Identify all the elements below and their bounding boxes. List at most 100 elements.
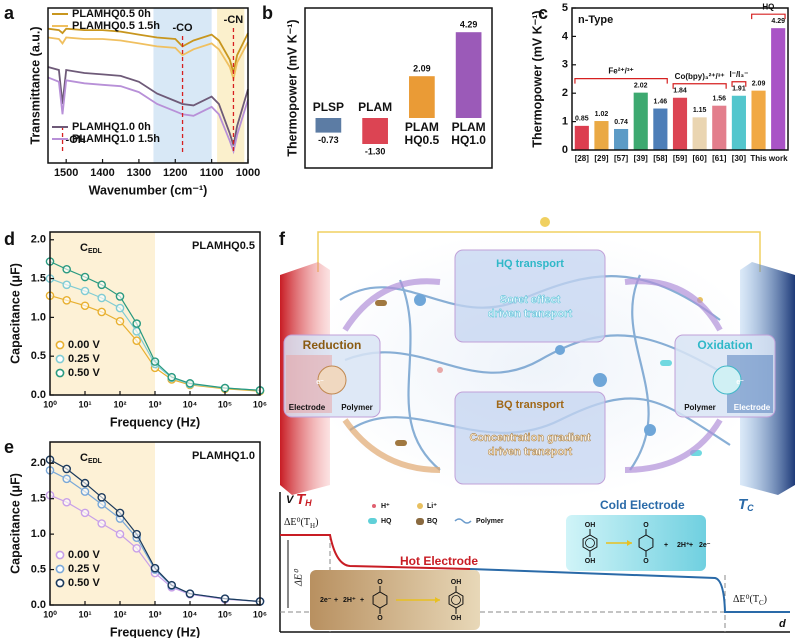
arrow-head — [435, 597, 440, 603]
series-line — [47, 66, 249, 146]
bq-transport-text: Concentration gradient — [469, 432, 590, 444]
cold-potential-line — [469, 568, 790, 613]
chart-panel: a Transmittance (a.u.) Wavenumber (cm⁻¹) -O… — [4, 3, 260, 198]
reaction-term: 2e⁻ — [699, 542, 711, 549]
legend-marker — [368, 518, 377, 524]
value-label: 1.56 — [712, 96, 726, 103]
y-tick-label: 0.0 — [31, 389, 46, 401]
value-label: 1.02 — [595, 111, 609, 118]
plot-frame — [47, 7, 249, 164]
group-bracket — [574, 78, 668, 84]
region-label: CEDL — [80, 452, 103, 465]
temp-subscript: H — [305, 498, 312, 508]
legend-marker — [55, 550, 65, 560]
group-label: O — [377, 615, 383, 622]
y-tick-label: 1.5 — [31, 493, 46, 505]
category-label: PLAM — [452, 120, 486, 134]
cold-potential-label: ΔE⁰(TC) — [733, 594, 767, 606]
x-tick-label: 10³ — [148, 609, 161, 619]
x-tick-label: 10² — [113, 399, 126, 409]
value-label: 1.46 — [654, 98, 668, 105]
bar — [633, 92, 648, 150]
y-tick-label: 0 — [562, 144, 568, 156]
data-point — [62, 497, 71, 507]
legend-label: H⁺ — [381, 503, 390, 510]
x-tick-label: 10⁶ — [253, 609, 267, 619]
annotation-label: -OH — [66, 134, 86, 146]
potential-main: ΔE⁰(T — [284, 517, 310, 528]
y-tick-label: 3 — [562, 59, 568, 71]
category-label: PLAM — [405, 120, 439, 134]
data-point — [132, 319, 141, 328]
hq-transport-text: Soret effect — [500, 294, 561, 306]
x-axis-label: Frequency (Hz) — [110, 625, 200, 638]
value-label: 2.09 — [752, 80, 766, 87]
polymer-label: Polymer — [684, 403, 716, 412]
diagram-f: HQ transport Soret effect driven transpo… — [279, 217, 795, 633]
annotation-label: -CN — [224, 14, 244, 26]
molecule: OO — [372, 579, 388, 622]
y-axis-label: Capacitance (μF) — [8, 263, 22, 364]
y-tick-label: 1 — [562, 116, 568, 128]
arrow-head — [627, 540, 632, 546]
data-point — [115, 508, 125, 518]
y-tick-label: 4 — [562, 30, 569, 42]
panel-label: f — [279, 229, 286, 249]
data-point — [132, 529, 141, 539]
bar — [455, 32, 482, 119]
data-point — [132, 544, 141, 553]
bar — [614, 128, 629, 150]
legend-marker — [454, 518, 472, 524]
panel-label: c — [538, 3, 548, 23]
ion — [593, 373, 607, 387]
reaction-zone — [712, 365, 742, 395]
y-tick-label: 0.0 — [31, 599, 46, 611]
plot-frame — [304, 7, 493, 169]
bq-molecule — [375, 300, 387, 306]
chart-annotation: n-Type — [578, 14, 613, 26]
bar — [653, 108, 668, 150]
annotation-label: -CO — [172, 22, 193, 34]
series-line — [47, 27, 249, 74]
bq-transport-title: BQ transport — [496, 399, 564, 411]
bar — [315, 118, 342, 133]
value-label: -1.30 — [365, 146, 386, 156]
data-point — [115, 529, 125, 539]
reaction-term: + — [360, 597, 364, 604]
bq-transport-box — [454, 391, 606, 485]
value-label: 4.29 — [771, 18, 785, 25]
shaded-region — [217, 8, 245, 163]
data-point — [80, 286, 90, 296]
legend-label: 0.50 V — [68, 577, 100, 589]
hot-potential-line — [280, 534, 471, 570]
legend-label: PLAMHQ1.0 1.5h — [72, 133, 160, 145]
group-label: OH — [451, 579, 462, 586]
chart-panel: d Capacitance (μF) Frequency (Hz) 10⁰ 10¹ 10²… — [4, 229, 267, 430]
molecule: OH OH — [582, 522, 598, 565]
bar — [751, 90, 766, 150]
reaction-term: + — [334, 597, 338, 604]
hq-transport-title: HQ transport — [496, 258, 564, 270]
legend-label: HQ — [381, 518, 392, 525]
x-tick-label: 1500 — [54, 167, 78, 179]
data-point — [167, 372, 176, 382]
hq-transport-box — [454, 249, 606, 343]
molecule: OO — [638, 522, 654, 565]
value-label: 4.29 — [460, 20, 478, 30]
label-sub: EDL — [88, 458, 103, 465]
ion — [437, 367, 443, 373]
data-point — [185, 379, 195, 388]
bar — [409, 76, 435, 118]
reaction-term: 2H⁺ — [677, 542, 690, 549]
panel-label: d — [4, 229, 15, 249]
group-label: OH — [451, 615, 462, 622]
reaction-term: + — [689, 542, 693, 549]
x-tick-label: 10¹ — [78, 399, 91, 409]
value-label: 1.84 — [673, 88, 687, 95]
x-tick-label: 10¹ — [78, 609, 91, 619]
label-main: C — [80, 452, 88, 464]
data-point — [115, 316, 125, 326]
data-point — [80, 508, 90, 518]
y-tick-label: 1.5 — [31, 272, 46, 284]
